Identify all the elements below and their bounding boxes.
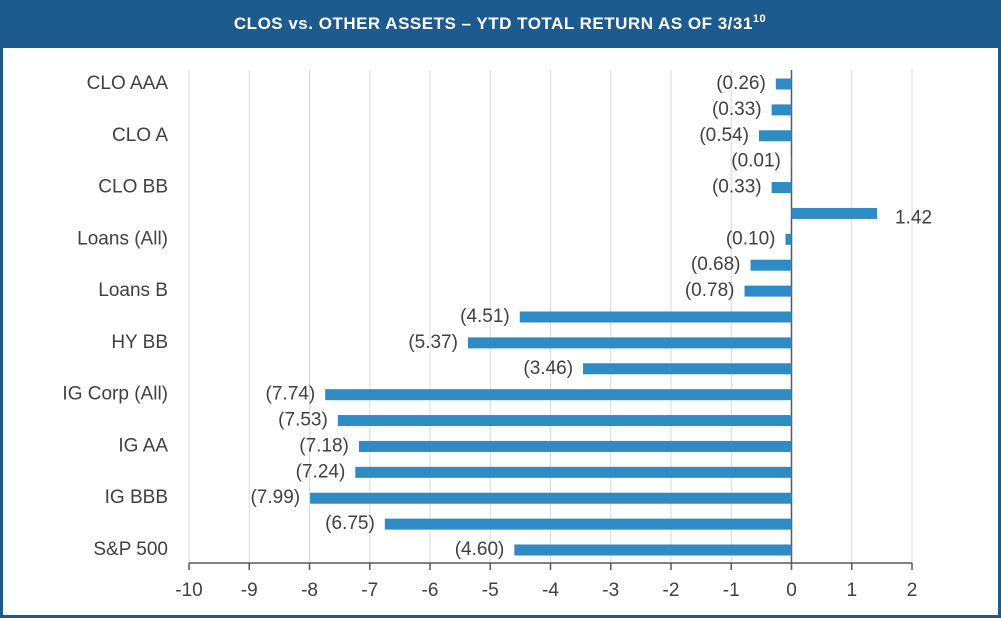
value-label: (0.01): [731, 151, 781, 172]
bar: [583, 363, 792, 375]
bar: [358, 440, 792, 452]
bar: [514, 544, 792, 556]
bar: [384, 518, 792, 530]
value-label: (3.46): [523, 358, 573, 379]
bar: [791, 207, 878, 219]
value-label: (0.33): [712, 99, 762, 120]
x-tick-label: -1: [723, 580, 740, 601]
x-tick-label: 1: [846, 580, 857, 601]
bar: [775, 78, 792, 90]
x-tick-label: -10: [175, 580, 202, 601]
value-label: (6.75): [325, 513, 375, 534]
x-tick-label: -6: [422, 580, 439, 601]
y-tick-label: HY BB: [111, 332, 168, 353]
bar: [758, 130, 792, 142]
y-tick-label: IG AA: [118, 435, 168, 456]
value-label: (0.33): [712, 177, 762, 198]
x-tick-label: -7: [361, 580, 378, 601]
y-tick-label: S&P 500: [93, 539, 168, 560]
x-tick-label: 2: [907, 580, 918, 601]
value-label: (0.26): [716, 73, 766, 94]
bar: [310, 492, 792, 504]
bar: [467, 337, 792, 349]
value-label: (4.51): [460, 306, 510, 327]
bar: [771, 182, 792, 194]
y-tick-label: CLO AAA: [87, 73, 169, 94]
x-tick-label: -5: [482, 580, 499, 601]
value-label: (0.78): [685, 280, 735, 301]
value-label: (7.24): [296, 461, 346, 482]
x-tick-label: -4: [542, 580, 559, 601]
y-tick-label: Loans (All): [77, 228, 168, 249]
x-tick-label: -3: [602, 580, 619, 601]
header: [0, 0, 1001, 48]
bar: [744, 285, 792, 297]
x-tick-label: 0: [786, 580, 797, 601]
bar: [785, 233, 792, 245]
y-tick-label: Loans B: [98, 280, 168, 301]
value-label: (0.54): [699, 125, 749, 146]
value-label: (7.18): [299, 435, 349, 456]
y-tick-label: CLO BB: [98, 177, 168, 198]
value-label: (5.37): [408, 332, 458, 353]
bar: [325, 389, 792, 401]
title-text: CLOS vs. OTHER ASSETS – YTD TOTAL RETURN…: [234, 14, 753, 33]
x-tick-label: -2: [663, 580, 680, 601]
value-label: (7.74): [266, 384, 316, 405]
bar: [355, 466, 792, 478]
chart-title: CLOS vs. OTHER ASSETS – YTD TOTAL RETURN…: [234, 13, 766, 34]
value-label: (4.60): [455, 539, 505, 560]
y-tick-label: CLO A: [112, 125, 168, 146]
value-label: (7.53): [278, 410, 328, 431]
value-label: 1.42: [895, 207, 932, 228]
title-superscript: 10: [753, 13, 766, 25]
bar: [337, 415, 792, 427]
x-tick-label: -9: [241, 580, 258, 601]
value-label: (0.10): [726, 228, 776, 249]
bar: [519, 311, 792, 323]
bar: [750, 259, 792, 271]
value-label: (0.68): [691, 254, 741, 275]
bar: [771, 104, 792, 116]
y-tick-label: IG BBB: [105, 487, 168, 508]
bar: [790, 156, 792, 168]
value-label: (7.99): [250, 487, 300, 508]
y-tick-label: IG Corp (All): [62, 384, 168, 405]
x-tick-label: -8: [301, 580, 318, 601]
